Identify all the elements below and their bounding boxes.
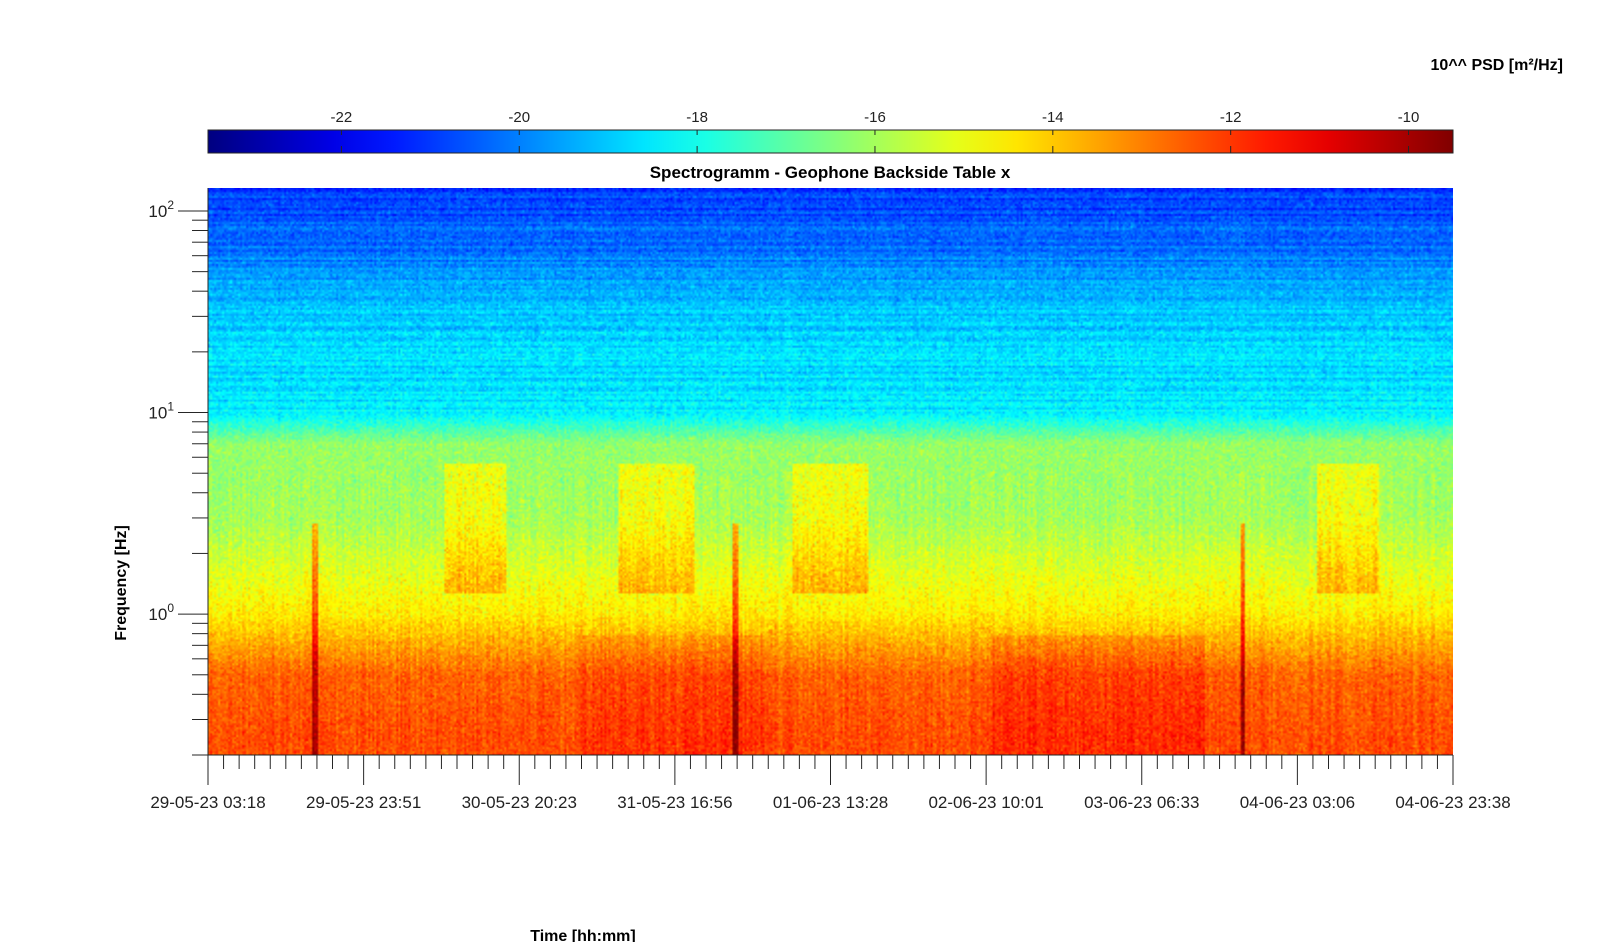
colorbar <box>207 129 1454 154</box>
x-axis-label: Time [hh:mm] <box>530 928 635 942</box>
x-tick-label: 03-06-23 06:33 <box>1084 793 1199 812</box>
colorbar-tick-label: -10 <box>1398 109 1420 126</box>
x-tick-label: 04-06-23 03:06 <box>1240 793 1355 812</box>
colorbar-label: 10^^ PSD [m²/Hz] <box>1431 57 1563 74</box>
x-tick-label: 01-06-23 13:28 <box>773 793 888 812</box>
x-tick-label: 31-05-23 16:56 <box>617 793 732 812</box>
colorbar-tick-label: -14 <box>1042 109 1064 126</box>
spectrogram-heatmap <box>208 188 1453 755</box>
y-axis: 102 101 100 <box>148 188 209 756</box>
y-tick-label: 101 <box>148 400 174 423</box>
x-tick-label: 04-06-23 23:38 <box>1395 793 1510 812</box>
colorbar-tick-label: -12 <box>1220 109 1242 126</box>
y-axis-label: Frequency [Hz] <box>113 525 130 641</box>
colorbar-tick-label: -20 <box>508 109 530 126</box>
x-tick-label: 02-06-23 10:01 <box>928 793 1043 812</box>
chart-title: Spectrogramm - Geophone Backside Table x <box>650 163 1011 182</box>
colorbar-tick-label: -18 <box>686 109 708 126</box>
y-tick-label: 100 <box>148 601 174 624</box>
colorbar-tick-label: -16 <box>864 109 886 126</box>
y-tick-label: 102 <box>148 198 174 221</box>
x-tick-label: 29-05-23 03:18 <box>150 793 265 812</box>
x-tick-label: 30-05-23 20:23 <box>462 793 577 812</box>
colorbar-ticks: -22 -20 -18 -16 -14 -12 -10 <box>331 109 1420 153</box>
colorbar-tick-label: -22 <box>331 109 353 126</box>
x-tick-label: 29-05-23 23:51 <box>306 793 421 812</box>
x-axis: 29-05-23 03:18 29-05-23 23:51 30-05-23 20:… <box>150 754 1511 812</box>
